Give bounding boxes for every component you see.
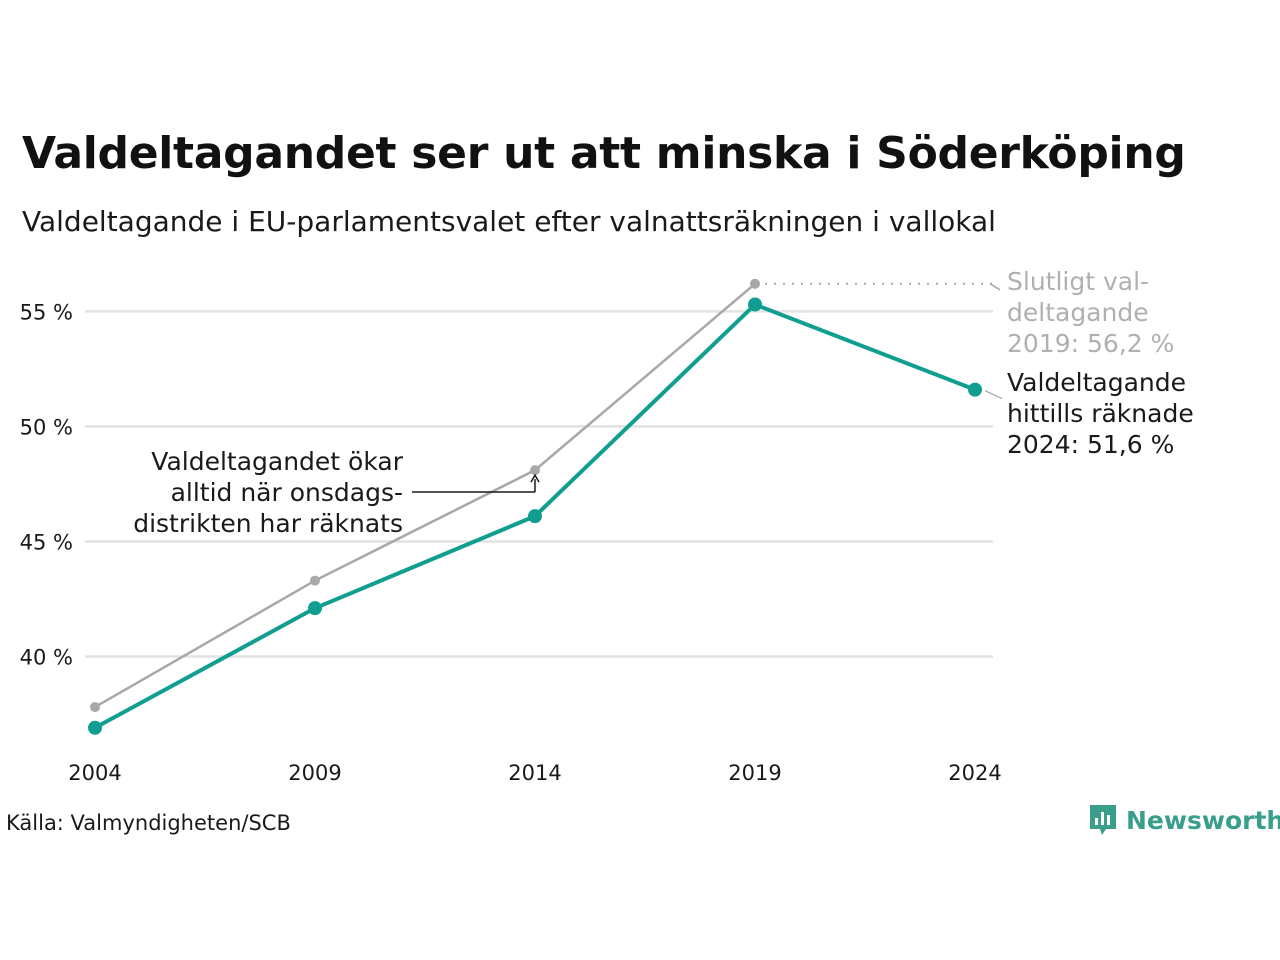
y-tick-label: 40 % — [20, 645, 73, 669]
y-tick-label: 55 % — [20, 300, 73, 324]
election-night-series-point — [308, 601, 322, 616]
increase-arrow-head — [530, 473, 540, 483]
brand-logo: Newsworthy — [1088, 803, 1280, 837]
counted-2024-annotation-line: Valdeltagande — [1007, 368, 1186, 397]
chart-subtitle: Valdeltagande i EU-parlamentsvalet efter… — [22, 205, 996, 238]
final-2019-leader-tick — [989, 283, 1001, 291]
increase-note-line: distrikten har räknats — [133, 509, 403, 538]
final-2019-annotation-line: 2019: 56,2 % — [1007, 329, 1174, 358]
final-series-line — [93, 282, 757, 709]
final-2019-annotation-line: deltagande — [1007, 298, 1149, 327]
final-series-point — [750, 278, 760, 289]
x-tick-label: 2024 — [948, 761, 1001, 785]
final-2019-annotation-line: Slutligt val- — [1007, 267, 1149, 296]
final-series-point — [530, 465, 540, 476]
source-note: Källa: Valmyndigheten/SCB — [6, 811, 291, 835]
x-tick-label: 2004 — [68, 761, 121, 785]
newsworthy-logo-icon — [1090, 805, 1116, 835]
x-tick-label: 2009 — [288, 761, 341, 785]
y-tick-label: 45 % — [20, 530, 73, 554]
increase-note-line: alltid när onsdags- — [171, 478, 403, 507]
y-tick-label: 50 % — [20, 415, 73, 439]
x-tick-label: 2019 — [728, 761, 781, 785]
election-night-series-point — [748, 297, 762, 312]
counted-2024-connector — [984, 389, 1003, 400]
election-night-series-point — [968, 382, 982, 397]
x-tick-label: 2014 — [508, 761, 561, 785]
election-night-series-point — [528, 509, 542, 524]
counted-2024-annotation-line: 2024: 51,6 % — [1007, 430, 1174, 459]
chart-title: Valdeltagandet ser ut att minska i Söder… — [22, 128, 1186, 179]
increase-note-line: Valdeltagandet ökar — [151, 447, 403, 476]
final-series-point — [310, 575, 320, 586]
counted-2024-annotation-line: hittills räknade — [1007, 399, 1194, 428]
final-series-point — [90, 702, 100, 713]
election-night-series-point — [88, 720, 102, 735]
brand-name: Newsworthy — [1126, 805, 1280, 835]
